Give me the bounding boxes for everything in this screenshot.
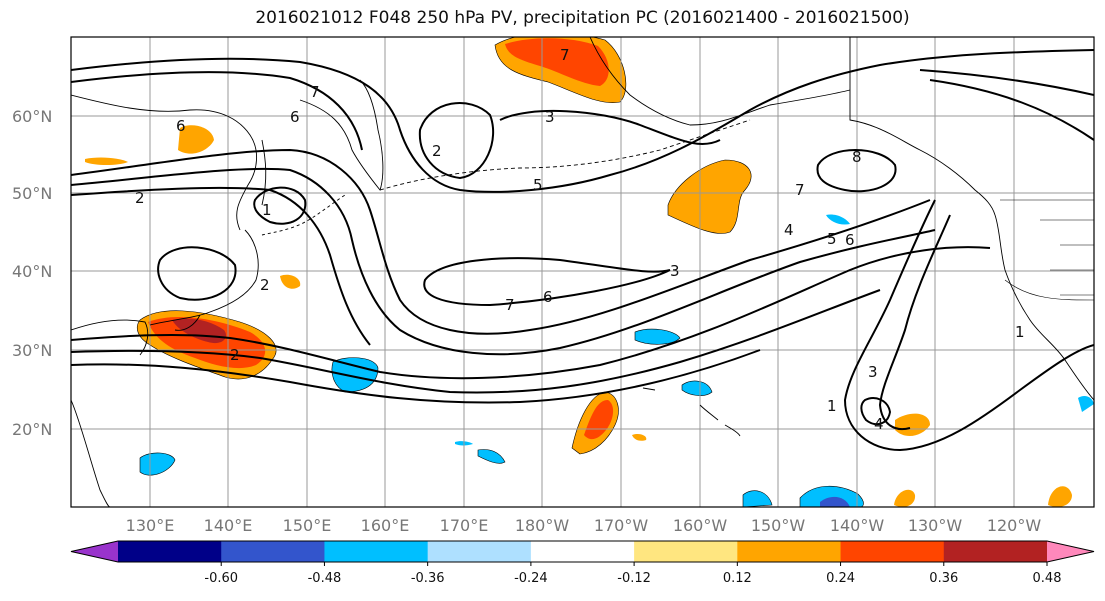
pv-contours xyxy=(71,49,1094,452)
colorbar-segment xyxy=(634,541,738,562)
contour-label: 2 xyxy=(432,142,442,160)
contour-label: 7 xyxy=(505,296,515,314)
contour-label: 2 xyxy=(230,346,240,364)
lon-label: 180°W xyxy=(515,516,570,535)
contour-label: 8 xyxy=(852,148,862,166)
colorbar-segment xyxy=(943,541,1048,562)
colorbar-segment xyxy=(530,541,635,562)
lon-label: 160°E xyxy=(361,516,410,535)
contour-label: 5 xyxy=(533,176,543,194)
contour-label: 7 xyxy=(795,181,805,199)
lon-label: 140°E xyxy=(204,516,253,535)
lat-label: 60°N xyxy=(12,107,52,126)
colorbar-extend-low xyxy=(71,541,118,562)
contour-label: 4 xyxy=(784,221,794,239)
colorbar-label: 0.48 xyxy=(1033,571,1062,586)
colorbar-label: 0.12 xyxy=(723,571,752,586)
latitude-labels: 60°N 50°N 40°N 30°N 20°N xyxy=(12,107,52,439)
colorbar-segment xyxy=(427,541,532,562)
lon-label: 130°W xyxy=(908,516,963,535)
contour-label: 7 xyxy=(560,46,570,64)
colorbar-segment xyxy=(221,541,325,562)
gridlines xyxy=(71,37,1094,507)
colorbar-label: -0.12 xyxy=(617,571,651,586)
contour-label: 3 xyxy=(670,262,680,280)
lon-label: 140°W xyxy=(830,516,885,535)
colorbar-label: -0.48 xyxy=(308,571,342,586)
contour-label: 4 xyxy=(874,415,884,433)
contour-label: 5 xyxy=(827,230,837,248)
colorbar-label: 0.36 xyxy=(929,571,958,586)
contour-label: 3 xyxy=(868,363,878,381)
colorbar-label: -0.36 xyxy=(411,571,445,586)
colorbar-segment xyxy=(737,541,842,562)
lon-label: 150°W xyxy=(751,516,806,535)
contour-label: 1 xyxy=(827,397,837,415)
lat-label: 30°N xyxy=(12,341,52,360)
contour-label: 6 xyxy=(176,117,186,135)
lon-label: 160°W xyxy=(673,516,728,535)
contour-label: 6 xyxy=(845,231,855,249)
precip-shading xyxy=(85,37,1094,507)
lon-label: 150°E xyxy=(283,516,332,535)
colorbar-extend-high xyxy=(1047,541,1094,562)
map-title: 2016021012 F048 250 hPa PV, precipitatio… xyxy=(255,8,910,28)
colorbar-label: -0.60 xyxy=(204,571,238,586)
contour-label: 3 xyxy=(545,108,555,126)
lat-label: 20°N xyxy=(12,420,52,439)
colorbar-outline xyxy=(70,540,1095,563)
contour-label: 1 xyxy=(1015,323,1025,341)
contour-label: 1 xyxy=(262,201,272,219)
contour-labels: 7 6 6 3 2 5 2 1 2 7 7 6 3 4 5 6 8 7 2 1 … xyxy=(135,46,1025,433)
map-border xyxy=(70,36,1095,508)
colorbar-segment xyxy=(118,541,222,562)
lon-label: 170°W xyxy=(594,516,649,535)
lon-label: 120°W xyxy=(987,516,1042,535)
lat-label: 40°N xyxy=(12,262,52,281)
contour-label: 7 xyxy=(310,83,320,101)
lat-label: 50°N xyxy=(12,184,52,203)
longitude-labels: 130°E 140°E 150°E 160°E 170°E 180°W 170°… xyxy=(126,516,1042,535)
lon-label: 130°E xyxy=(126,516,175,535)
colorbar: -0.60 -0.48 -0.36 -0.24 -0.12 0.12 0.24 0.36 0.4… xyxy=(70,540,1095,586)
colorbar-label: -0.24 xyxy=(514,571,548,586)
lon-label: 170°E xyxy=(440,516,489,535)
coastlines xyxy=(71,37,1094,507)
colorbar-segment xyxy=(324,541,429,562)
contour-label: 2 xyxy=(135,189,145,207)
colorbar-segment xyxy=(840,541,945,562)
contour-label: 6 xyxy=(543,288,553,306)
contour-label: 6 xyxy=(290,108,300,126)
colorbar-label: 0.24 xyxy=(826,571,855,586)
contour-label: 2 xyxy=(260,276,270,294)
